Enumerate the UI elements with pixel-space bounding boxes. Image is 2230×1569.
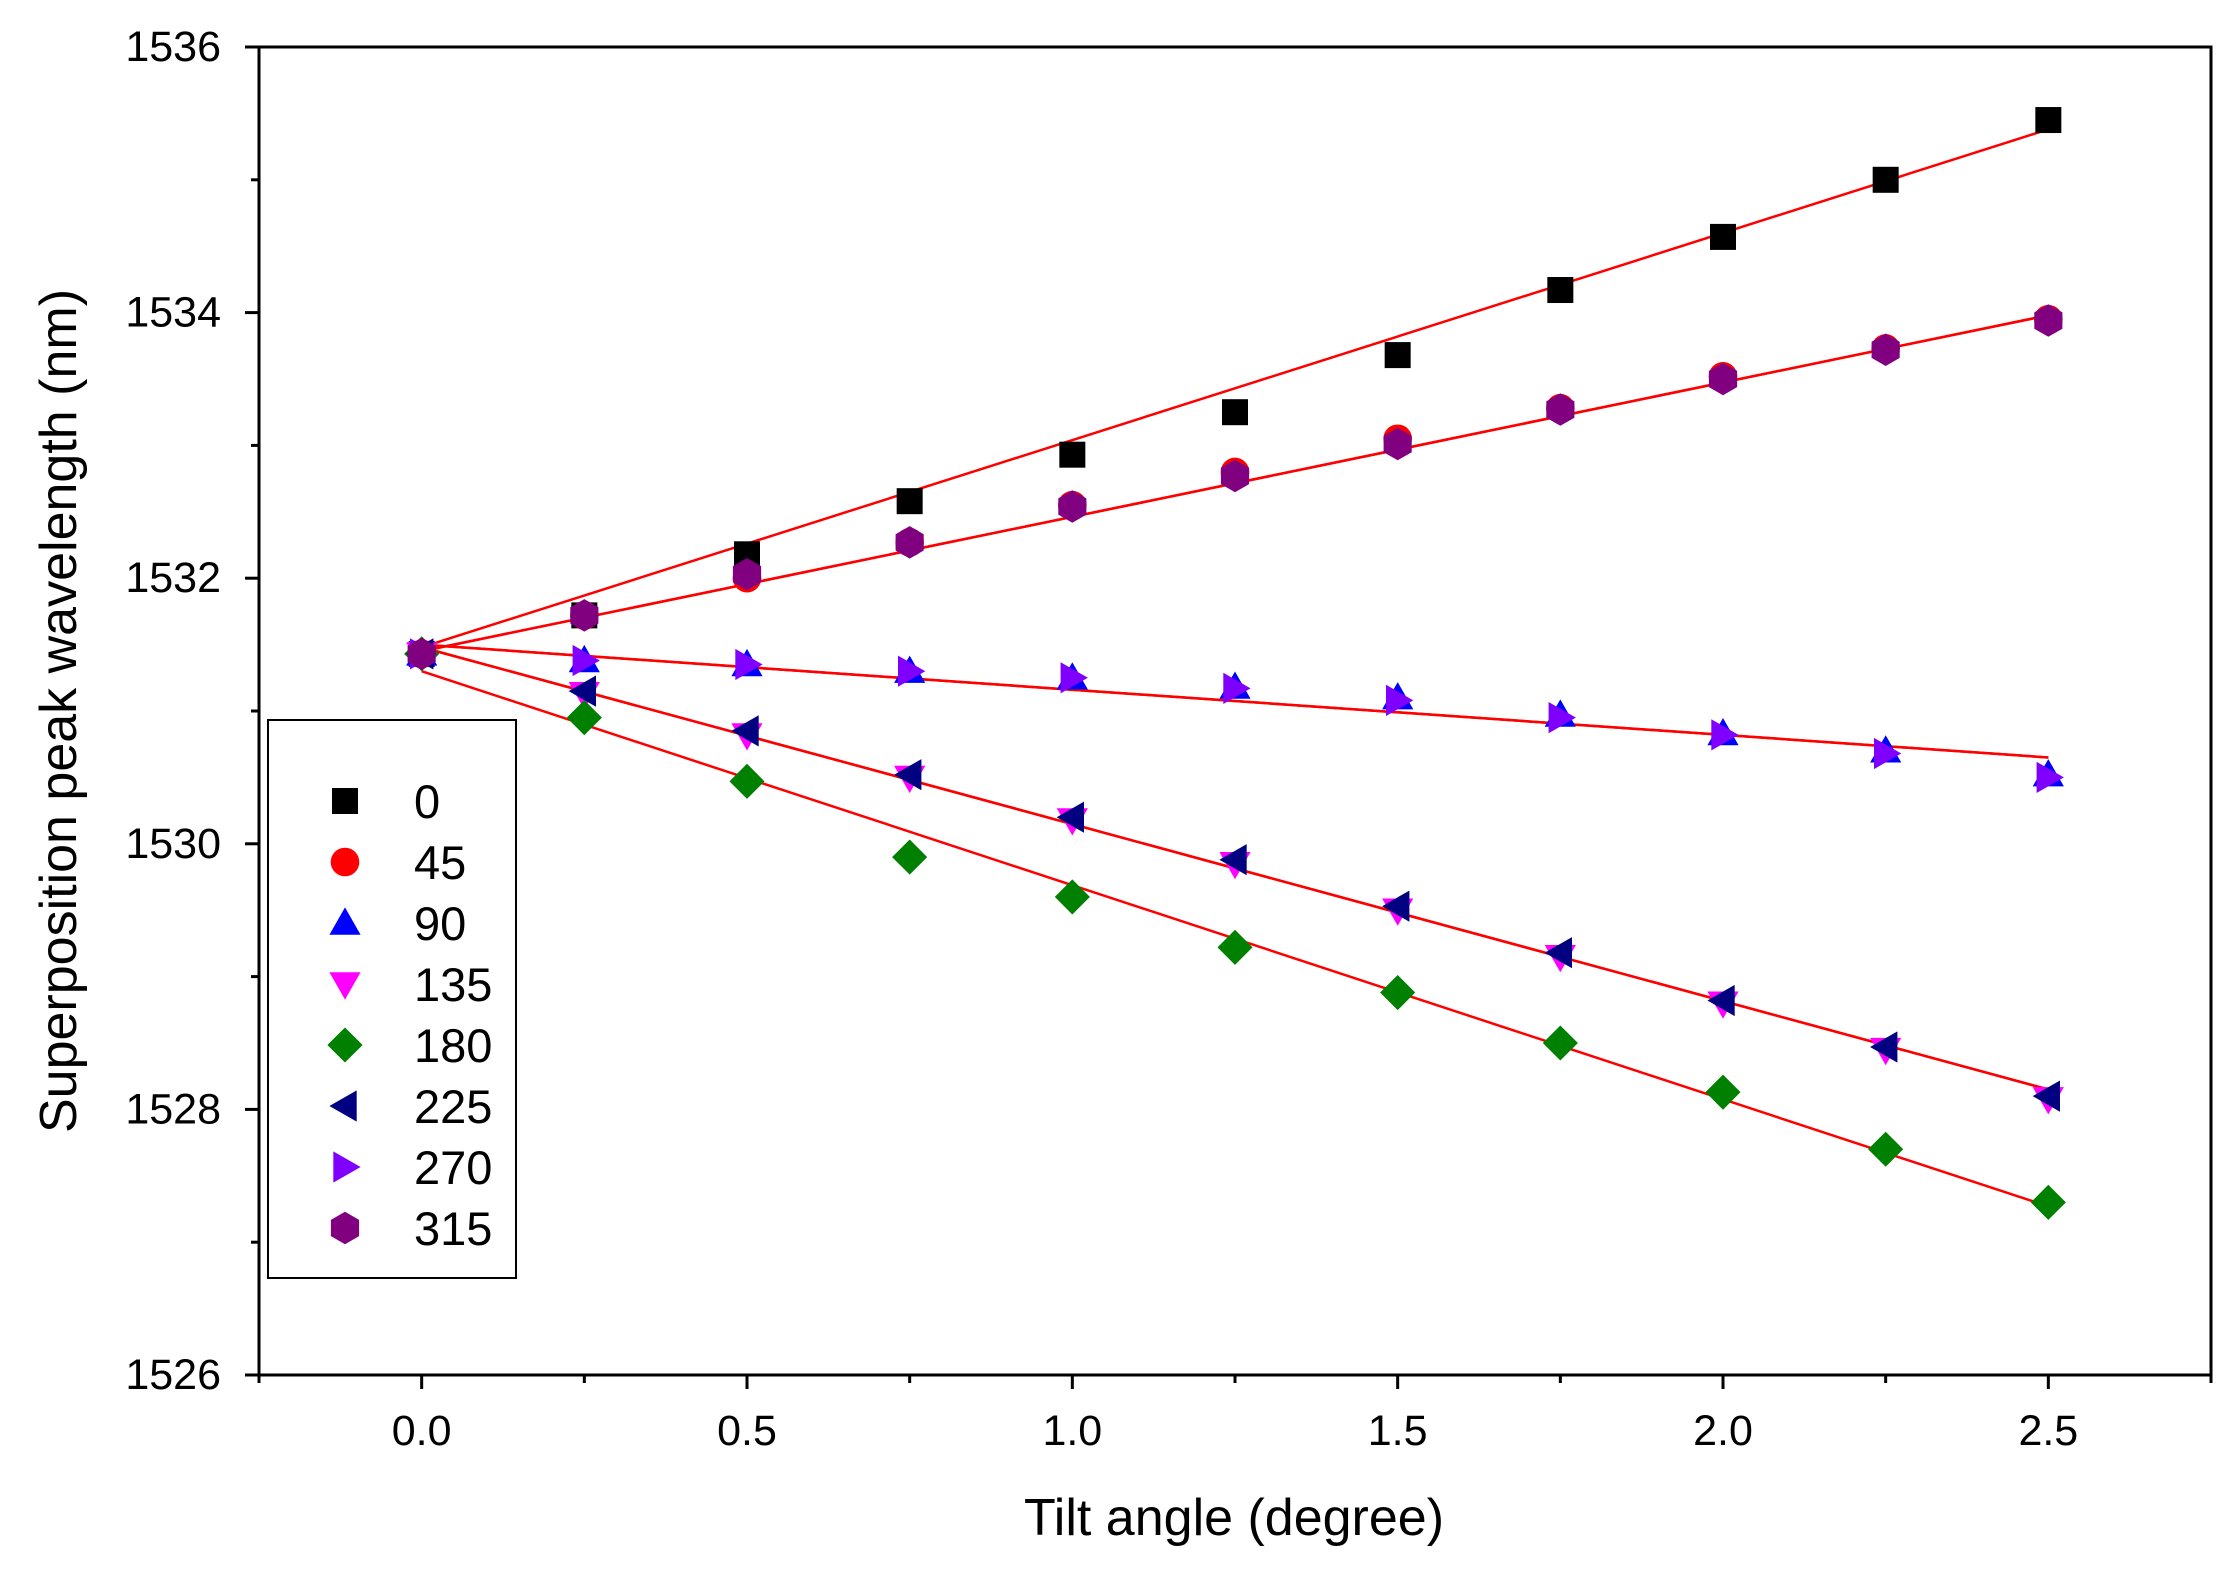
legend-item-315: 315 bbox=[330, 1202, 492, 1255]
point-180 bbox=[566, 700, 602, 736]
point-270 bbox=[1386, 684, 1414, 716]
point-270 bbox=[1711, 719, 1739, 751]
x-tick-label: 0.0 bbox=[392, 1407, 452, 1455]
point-180 bbox=[1542, 1025, 1578, 1061]
point-270 bbox=[1223, 672, 1251, 704]
x-axis-ticks: 0.0 0.5 1.0 1.5 2.0 2.5 bbox=[257, 1375, 2213, 1455]
data-points bbox=[404, 107, 2066, 1220]
x-tick-label: 0.5 bbox=[717, 1407, 777, 1455]
y-tick-label: 1532 bbox=[125, 554, 221, 602]
point-225 bbox=[568, 675, 596, 707]
point-180 bbox=[1705, 1074, 1741, 1110]
point-180 bbox=[1868, 1131, 1904, 1167]
point-270 bbox=[572, 644, 600, 677]
legend-item-135: 135 bbox=[329, 958, 492, 1011]
legend-item-0: 0 bbox=[332, 775, 440, 828]
point-315 bbox=[1871, 333, 1900, 366]
point-315 bbox=[732, 558, 762, 591]
point-225 bbox=[2032, 1080, 2060, 1112]
point-180 bbox=[892, 839, 928, 875]
point-315 bbox=[407, 637, 436, 671]
y-tick-label: 1536 bbox=[125, 23, 221, 71]
point-270 bbox=[735, 648, 763, 681]
point-225 bbox=[1707, 984, 1735, 1017]
legend-label: 45 bbox=[414, 836, 466, 889]
point-0 bbox=[2035, 107, 2062, 134]
legend-marker-90 bbox=[329, 907, 361, 935]
x-tick-label: 1.0 bbox=[1042, 1407, 1102, 1455]
point-270 bbox=[898, 655, 926, 687]
point-0 bbox=[1059, 441, 1086, 468]
point-180 bbox=[729, 763, 765, 799]
point-315 bbox=[1058, 490, 1087, 523]
point-0 bbox=[1710, 223, 1736, 250]
legend-marker-180 bbox=[327, 1027, 363, 1063]
point-315 bbox=[570, 599, 599, 632]
y-tick-label: 1530 bbox=[125, 820, 221, 868]
point-270 bbox=[1060, 662, 1088, 694]
x-tick-label: 1.5 bbox=[1368, 1407, 1428, 1455]
legend-label: 225 bbox=[414, 1080, 492, 1133]
point-225 bbox=[1219, 844, 1247, 876]
legend-marker-45 bbox=[330, 847, 360, 877]
point-180 bbox=[1217, 929, 1253, 965]
x-tick-label: 2.0 bbox=[1693, 1407, 1753, 1455]
point-315 bbox=[1383, 427, 1412, 461]
legend-label: 135 bbox=[414, 958, 492, 1011]
legend-marker-135 bbox=[329, 972, 361, 1000]
point-0 bbox=[1384, 342, 1411, 369]
point-225 bbox=[1056, 801, 1084, 833]
y-tick-label: 1526 bbox=[125, 1351, 221, 1399]
point-315 bbox=[1708, 362, 1738, 396]
y-tick-label: 1528 bbox=[125, 1085, 221, 1133]
point-0 bbox=[1872, 166, 1899, 193]
point-0 bbox=[896, 488, 923, 515]
fit-line-0 bbox=[421, 128, 2049, 649]
legend-marker-0 bbox=[332, 788, 358, 814]
point-225 bbox=[1382, 890, 1410, 922]
point-315 bbox=[2034, 304, 2063, 337]
legend-item-180: 180 bbox=[327, 1019, 492, 1072]
legend-marker-225 bbox=[329, 1090, 357, 1122]
legend-label: 90 bbox=[414, 897, 466, 950]
y-axis-title: Superposition peak wavelength (nm) bbox=[30, 289, 88, 1133]
legend-marker-315 bbox=[330, 1211, 360, 1245]
point-270 bbox=[1548, 702, 1576, 734]
point-315 bbox=[1220, 459, 1250, 493]
point-225 bbox=[894, 759, 922, 791]
legend-label: 180 bbox=[414, 1019, 492, 1072]
legend-item-90: 90 bbox=[329, 897, 466, 950]
legend-box bbox=[267, 719, 517, 1279]
point-180 bbox=[1054, 879, 1090, 915]
x-axis-title: Tilt angle (degree) bbox=[1024, 1489, 1444, 1547]
point-225 bbox=[1544, 937, 1572, 969]
point-180 bbox=[2030, 1184, 2066, 1220]
y-tick-label: 1534 bbox=[125, 289, 221, 337]
legend-item-270: 270 bbox=[333, 1141, 492, 1194]
point-225 bbox=[731, 715, 759, 747]
legend: 0 45 90 135 180 225 270 315 bbox=[267, 719, 517, 1279]
x-tick-label: 2.5 bbox=[2018, 1407, 2078, 1455]
legend-label: 270 bbox=[414, 1141, 492, 1194]
point-315 bbox=[895, 526, 924, 559]
series-180 bbox=[404, 636, 2066, 1220]
fit-line-270 bbox=[421, 643, 2049, 759]
series-315 bbox=[407, 304, 2063, 671]
y-axis-ticks: 1526 1528 1530 1532 1534 1536 bbox=[125, 23, 259, 1399]
legend-marker-270 bbox=[333, 1151, 361, 1183]
point-225 bbox=[1870, 1031, 1898, 1063]
point-270 bbox=[1874, 737, 1902, 770]
point-270 bbox=[2036, 761, 2064, 793]
point-0 bbox=[1222, 399, 1248, 426]
legend-item-45: 45 bbox=[330, 836, 466, 889]
point-0 bbox=[1547, 277, 1574, 304]
legend-item-225: 225 bbox=[329, 1080, 492, 1133]
legend-label: 0 bbox=[414, 775, 440, 828]
legend-label: 315 bbox=[414, 1202, 492, 1255]
point-180 bbox=[1380, 975, 1416, 1011]
point-315 bbox=[1546, 393, 1575, 426]
